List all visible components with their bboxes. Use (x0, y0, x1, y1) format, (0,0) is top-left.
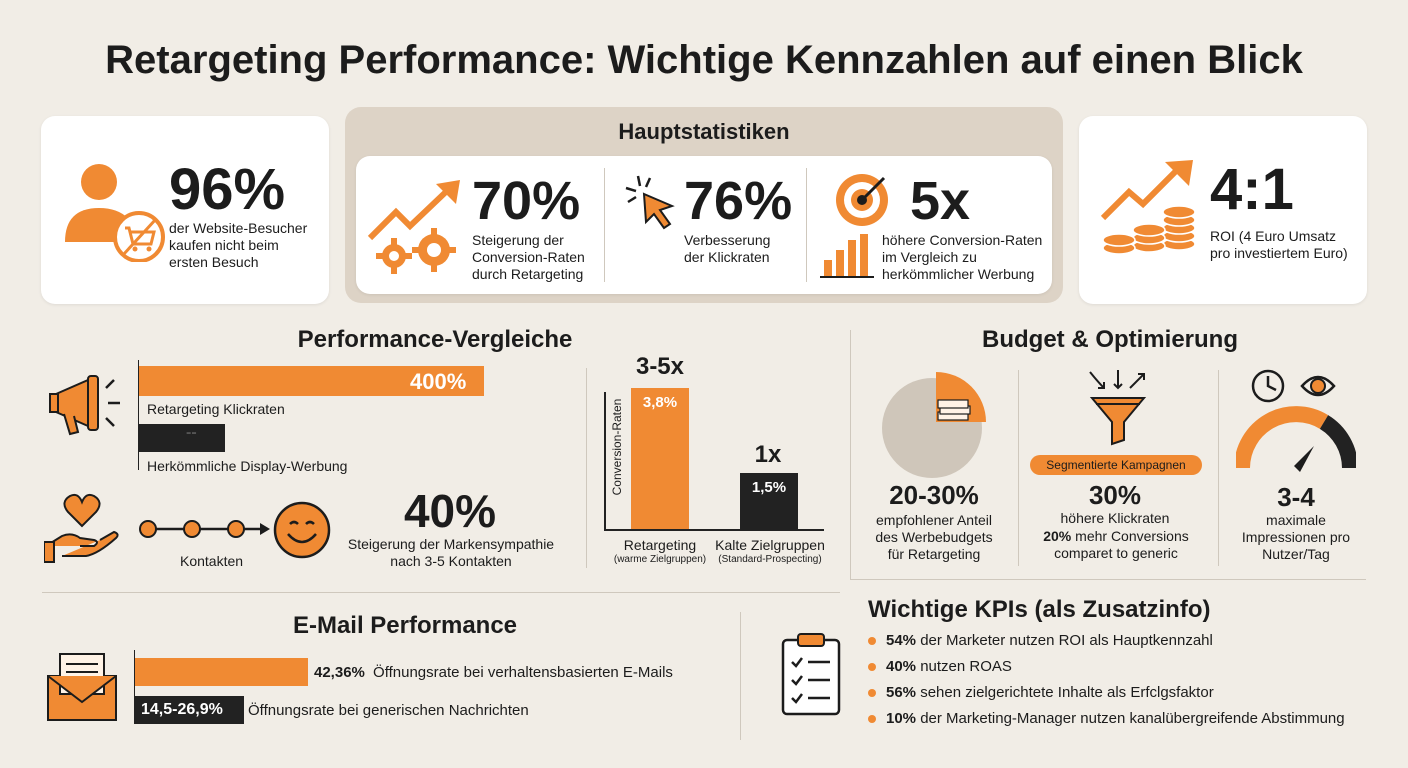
sympathy-value: 40% (403, 485, 497, 537)
conv-bar-top-1: 1x (754, 441, 782, 468)
email-behavior-bar (135, 658, 308, 686)
gauge-clock-eye-icon (1236, 368, 1356, 476)
kpi-list: 54% der Marketer nutzen ROI als Hauptken… (868, 632, 1378, 736)
kpi-bold: 54% (886, 632, 917, 649)
email-behavior-line: 42,36% Öffnungsrate bei verhaltensbasier… (314, 664, 673, 681)
visitors-card: 96% der Website-Besucher kaufen nicht be… (41, 116, 329, 304)
roi-card: 4:1 ROI (4 Euro Umsatz pro investiertem … (1079, 116, 1367, 304)
budget-share-text: empfohlener Anteil des Werbebudgets für … (875, 512, 993, 562)
kpi-text: sehen zielgerichtete Inhalte als Erfclgs… (920, 684, 1214, 701)
stat-5x-text: höhere Conversion-Raten im Vergleich zu … (882, 232, 1043, 282)
impressions-text: maximale Impressionen pro Nutzer/Tag (1241, 512, 1351, 562)
stat-conversion-value: 70% (472, 171, 581, 231)
email-behavior-text: Öffnungsrate bei verhaltensbasierten E-M… (373, 664, 673, 681)
megaphone-icon (48, 372, 128, 436)
stat-click-value: 76% (684, 171, 793, 231)
display-ads-label: Herkömmliche Display-Werbung (147, 458, 348, 474)
sympathy-text: Steigerung der Markensympathie nach 3-5 … (347, 536, 555, 569)
conversion-axis-x (604, 529, 824, 531)
pie-money-icon (880, 368, 992, 480)
segment-conversion-line: 20% mehr Conversions comparet to generic (1030, 528, 1202, 562)
heart-hand-icon (44, 490, 120, 564)
segment-conversion-text: mehr Conversions comparet to generic (1054, 528, 1189, 561)
retargeting-click-label: Retargeting Klickraten (147, 401, 285, 417)
kpi-text: der Marketer nutzen ROI als Hauptkennzah… (920, 632, 1213, 649)
target-bars-icon (818, 168, 888, 280)
conv-bar-value-0: 3,8% (642, 394, 678, 411)
main-stats-heading: Hauptstatistiken (618, 119, 790, 144)
retargeting-click-bar (139, 366, 484, 396)
conversion-axis-y (604, 392, 606, 530)
conv-bar-cold (740, 473, 798, 529)
trend-gears-icon (366, 178, 466, 274)
display-ads-value: -- (186, 424, 197, 441)
contacts-label: Kontakten (180, 553, 244, 569)
stat-5x-value: 5x (910, 171, 971, 231)
kpi-item: 40% nutzen ROAS (868, 658, 1378, 684)
display-ads-bar (139, 424, 225, 452)
perf-axis (138, 360, 139, 470)
conv-bar-name-0: Retargeting (623, 537, 697, 553)
contacts-steps-icon (136, 514, 270, 544)
budget-heading: Budget & Optimierung (982, 326, 1238, 353)
conv-bar-name-1: Kalte Zielgruppen (715, 537, 825, 553)
user-no-cart-icon (61, 160, 167, 262)
budget-share-value: 20-30% (889, 480, 979, 510)
kpi-item: 10% der Marketing-Manager nutzen kanalüb… (868, 710, 1378, 736)
kpi-bold: 10% (886, 710, 917, 727)
kpi-heading: Wichtige KPIs (als Zusatzinfo) (868, 596, 1211, 623)
main-stats-card (356, 156, 1052, 294)
email-axis (134, 650, 135, 724)
kpi-item: 56% sehen zielgerichtete Inhalte als Erf… (868, 684, 1378, 710)
smiley-icon (272, 500, 332, 560)
roi-value: 4:1 (1210, 157, 1294, 222)
kpi-text: der Marketing-Manager nutzen kanalübergr… (920, 710, 1345, 727)
roi-text: ROI (4 Euro Umsatz pro investiertem Euro… (1210, 228, 1348, 261)
retargeting-click-value: 400% (410, 369, 467, 394)
conv-bar-retargeting (631, 388, 689, 529)
conv-bar-sub-0: (warme Zielgruppen) (613, 554, 707, 565)
page-title: Retargeting Performance: Wichtige Kennza… (105, 38, 1303, 82)
segment-conversion-bold: 20% (1043, 528, 1072, 544)
kpi-text: nutzen ROAS (920, 658, 1012, 675)
performance-heading: Performance-Vergleiche (297, 326, 573, 353)
visitors-value: 96% (169, 157, 286, 222)
funnel-icon (1082, 368, 1154, 446)
email-behavior-value: 42,36% (314, 664, 365, 681)
email-icon (46, 650, 118, 722)
visitors-text: der Website-Besucher kaufen nicht beim e… (169, 220, 308, 270)
email-generic-bar (135, 696, 244, 724)
email-generic-value: 14,5-26,9% (141, 701, 223, 718)
cursor-click-icon (624, 174, 680, 230)
segment-badge: Segmentierte Kampagnen (1030, 455, 1202, 475)
conv-bar-sub-1: (Standard-Prospecting) (718, 554, 822, 565)
conv-bar-value-1: 1,5% (751, 479, 787, 496)
segment-click-text: höhere Klickraten (1060, 510, 1170, 526)
email-generic-text: Öffnungsrate bei generischen Nachrichten (248, 702, 529, 719)
impressions-value: 3-4 (1277, 482, 1315, 512)
kpi-bold: 56% (886, 684, 917, 701)
conv-bar-top-0: 3-5x (635, 353, 685, 380)
coins-trend-icon (1099, 156, 1199, 256)
stat-conversion-text: Steigerung der Conversion-Raten durch Re… (472, 232, 585, 282)
clipboard-icon (780, 632, 842, 718)
stat-click-text: Verbesserung der Klickraten (684, 232, 771, 265)
kpi-item: 54% der Marketer nutzen ROI als Hauptken… (868, 632, 1378, 658)
kpi-bold: 40% (886, 658, 917, 675)
email-heading: E-Mail Performance (292, 612, 518, 639)
segment-click-value: 30% (1088, 480, 1142, 510)
conversion-ylabel: Conversion-Raten (610, 398, 624, 496)
